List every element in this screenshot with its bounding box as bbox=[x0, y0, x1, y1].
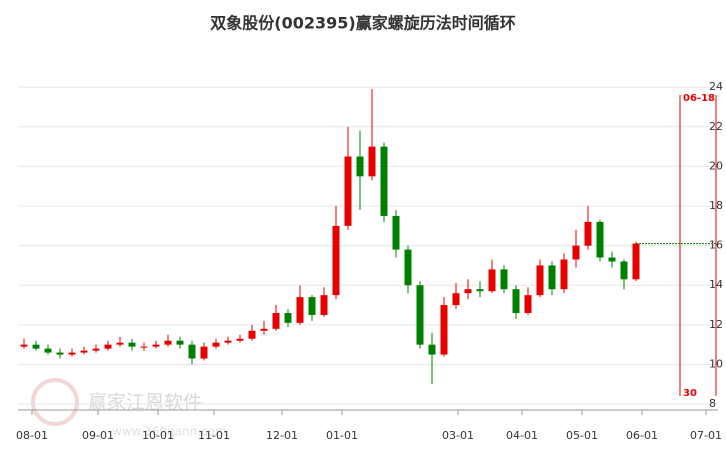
x-tick-label: 03-01 bbox=[442, 429, 474, 442]
candle-body bbox=[584, 221, 592, 246]
candle-body bbox=[560, 259, 568, 290]
watermark-url: www.360gann.com bbox=[112, 425, 227, 439]
x-tick-label: 11-01 bbox=[198, 429, 230, 442]
candle-body bbox=[428, 344, 436, 355]
x-tick-label: 01-01 bbox=[326, 429, 358, 442]
candle-body bbox=[632, 243, 640, 280]
candle-body bbox=[476, 289, 484, 292]
candle-body bbox=[620, 261, 628, 280]
x-tick-label: 10-01 bbox=[142, 429, 174, 442]
candle-body bbox=[488, 269, 496, 292]
candle-body bbox=[20, 344, 28, 347]
candle-body bbox=[548, 265, 556, 290]
candle-body bbox=[572, 245, 580, 260]
y-tick-label: 24 bbox=[709, 80, 723, 93]
candle-body bbox=[536, 265, 544, 296]
candle-body bbox=[320, 295, 328, 315]
candle-body bbox=[380, 146, 388, 216]
candle-body bbox=[116, 342, 124, 345]
watermark-brand: 赢家江恩软件 bbox=[88, 392, 202, 414]
x-tick-label: 05-01 bbox=[566, 429, 598, 442]
candle-body bbox=[164, 340, 172, 345]
candle-body bbox=[608, 257, 616, 262]
candle-body bbox=[356, 156, 364, 177]
cycle-bottom-label: 30 bbox=[683, 388, 697, 399]
candle-body bbox=[44, 348, 52, 353]
candle-body bbox=[464, 289, 472, 294]
candle-body bbox=[212, 342, 220, 347]
candle-body bbox=[416, 285, 424, 345]
x-tick-label: 09-01 bbox=[82, 429, 114, 442]
candle-body bbox=[452, 293, 460, 306]
candle-body bbox=[248, 330, 256, 339]
x-tick-label: 07-01 bbox=[690, 429, 722, 442]
candle-body bbox=[260, 328, 268, 331]
candle-body bbox=[440, 305, 448, 355]
x-tick-label: 08-01 bbox=[16, 429, 48, 442]
candle-body bbox=[404, 249, 412, 286]
candle-body bbox=[512, 289, 520, 313]
candle-body bbox=[128, 342, 136, 347]
x-tick-label: 04-01 bbox=[506, 429, 538, 442]
candle-body bbox=[152, 344, 160, 347]
candle-body bbox=[308, 297, 316, 315]
candle-body bbox=[32, 344, 40, 349]
x-tick-label: 12-01 bbox=[266, 429, 298, 442]
candle-body bbox=[500, 269, 508, 290]
candle-body bbox=[104, 344, 112, 349]
y-tick-label: 8 bbox=[709, 397, 716, 410]
candle-body bbox=[284, 312, 292, 323]
candle-body bbox=[332, 225, 340, 296]
candle-body bbox=[272, 312, 280, 329]
candle-body bbox=[236, 338, 244, 341]
chart-title: 双象股份(002395)赢家螺旋历法时间循环 bbox=[210, 14, 515, 33]
candle-body bbox=[224, 340, 232, 343]
candle-body bbox=[80, 350, 88, 353]
candle-body bbox=[92, 348, 100, 351]
candle-body bbox=[200, 346, 208, 359]
candle-body bbox=[176, 340, 184, 345]
candle-body bbox=[596, 221, 604, 258]
x-tick-label: 06-01 bbox=[626, 429, 658, 442]
candle-body bbox=[68, 352, 76, 355]
candle-body bbox=[344, 156, 352, 226]
candle-body bbox=[188, 344, 196, 359]
cycle-top-label: 06-18 bbox=[683, 93, 715, 104]
candle-body bbox=[524, 295, 532, 313]
candle-body bbox=[56, 352, 64, 355]
watermark-logo bbox=[31, 378, 79, 426]
candle-body bbox=[296, 297, 304, 323]
candle-body bbox=[392, 215, 400, 250]
candle-body bbox=[368, 146, 376, 177]
candle-body bbox=[140, 346, 148, 348]
